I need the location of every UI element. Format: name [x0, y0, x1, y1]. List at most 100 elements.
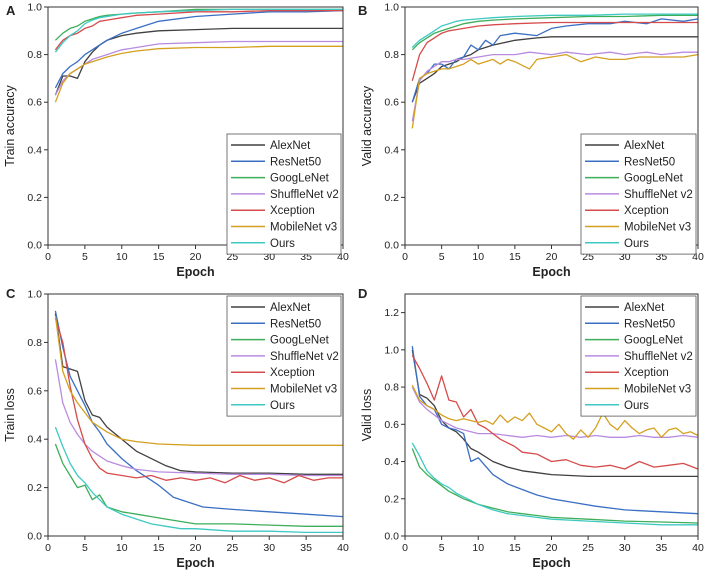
y-tick-label: 0.2 [27, 192, 42, 204]
x-tick-label: 35 [300, 542, 312, 554]
y-axis-label: Valid accuracy [360, 85, 374, 166]
legend-entry: MobileNet v3 [624, 222, 691, 234]
y-tick-label: 0.4 [27, 434, 42, 446]
x-tick-label: 20 [190, 251, 202, 263]
x-tick-label: 5 [439, 542, 445, 554]
legend-entry: GoogLeNet [270, 335, 330, 347]
series-line-mobilenet-v3 [54, 315, 343, 446]
panel-label: A [6, 3, 16, 18]
legend-entry: Ours [624, 400, 649, 412]
y-tick-label: 0.6 [27, 97, 42, 109]
legend-entry: AlexNet [270, 302, 311, 314]
legend: AlexNet ResNet50 GoogLeNet ShuffleNet v2 Xce… [580, 295, 697, 417]
y-tick-label: 0.2 [384, 493, 399, 505]
series-line-shufflenet-v2 [411, 51, 698, 122]
x-tick-label: 30 [263, 542, 275, 554]
panel-c: 0 5 10 15 20 25 30 35 40 0.0 0.2 0.4 0.6 0.8 1.0 Epoch T… [3, 286, 349, 570]
x-tick-label: 10 [116, 542, 128, 554]
series-line-alexnet [411, 349, 698, 478]
legend-entry: Xception [270, 367, 315, 379]
x-tick-label: 40 [692, 542, 704, 554]
legend: AlexNet ResNet50 GoogLeNet ShuffleNet v2 Xce… [226, 133, 342, 255]
series-line-alexnet [411, 36, 698, 103]
x-axis-label: Epoch [176, 265, 214, 279]
x-tick-label: 30 [263, 251, 275, 263]
legend-entry: Xception [624, 367, 669, 379]
series-line-resnet50 [54, 9, 344, 89]
x-tick-label: 25 [227, 542, 239, 554]
x-tick-label: 15 [509, 542, 521, 554]
x-tick-label: 15 [509, 251, 521, 263]
x-tick-label: 0 [45, 251, 51, 263]
y-tick-label: 1.0 [384, 344, 399, 356]
series-line-alexnet [54, 313, 343, 475]
legend: AlexNet ResNet50 GoogLeNet ShuffleNet v2 Xce… [580, 133, 697, 255]
legend-entry: ResNet50 [270, 156, 321, 168]
panel-label: D [358, 286, 367, 301]
x-tick-label: 5 [82, 542, 88, 554]
series-line-ours [54, 426, 343, 534]
legend-entry: Ours [270, 400, 295, 412]
panel-label: C [6, 286, 16, 301]
y-tick-label: 0.8 [384, 49, 399, 61]
x-tick-label: 25 [227, 251, 239, 263]
y-tick-label: 0.0 [384, 240, 399, 252]
y-axis-label: Train loss [3, 388, 17, 442]
legend-entry: GoogLeNet [624, 335, 684, 347]
y-tick-label: 0.8 [384, 382, 399, 394]
panel-d: 0 5 10 15 20 25 30 35 40 0.0 0.2 0.4 0.6 0.8 1.0 1.2 Epo… [358, 286, 704, 570]
series-line-xception [411, 21, 698, 81]
y-axis-label: Train accuracy [3, 85, 17, 167]
y-tick-label: 0.2 [27, 482, 42, 494]
y-tick-label: 0.0 [27, 240, 42, 252]
x-tick-label: 15 [153, 542, 165, 554]
x-axis-label: Epoch [532, 265, 570, 279]
series-line-xception [411, 355, 699, 470]
x-tick-label: 10 [472, 542, 484, 554]
legend-entry: ResNet50 [624, 156, 675, 168]
series-line-googlenet [411, 14, 698, 51]
y-tick-label: 0.4 [27, 144, 42, 156]
x-tick-label: 20 [546, 542, 558, 554]
legend-entry: Xception [624, 205, 669, 217]
legend-entry: ResNet50 [270, 318, 321, 330]
y-tick-label: 0.0 [384, 531, 399, 543]
x-tick-label: 35 [300, 251, 312, 263]
legend-entry: Xception [270, 205, 315, 217]
series-line-ours [54, 8, 343, 53]
y-tick-label: 0.2 [384, 192, 399, 204]
series-line-googlenet [411, 448, 699, 524]
x-tick-label: 40 [692, 251, 704, 263]
series-line-shufflenet-v2 [54, 359, 343, 477]
legend-entry: MobileNet v3 [270, 222, 337, 234]
legend-entry: AlexNet [270, 140, 311, 152]
series-line-mobilenet-v3 [54, 45, 343, 103]
series-line-alexnet [54, 27, 343, 96]
x-tick-label: 0 [45, 542, 51, 554]
x-tick-label: 25 [582, 542, 594, 554]
legend-entry: ShuffleNet v2 [270, 351, 339, 363]
series-line-mobilenet-v3 [411, 384, 699, 440]
x-tick-label: 35 [656, 251, 668, 263]
y-tick-label: 0.0 [27, 531, 42, 543]
y-tick-label: 0.4 [384, 144, 399, 156]
y-tick-label: 0.8 [27, 49, 42, 61]
series-line-googlenet [54, 8, 343, 41]
legend-entry: ShuffleNet v2 [624, 351, 693, 363]
legend-entry: Ours [624, 238, 649, 250]
y-tick-label: 0.4 [384, 456, 399, 468]
y-tick-label: 1.0 [27, 289, 42, 301]
y-tick-label: 0.6 [27, 385, 42, 397]
x-tick-label: 5 [439, 251, 445, 263]
y-tick-label: 1.0 [384, 2, 399, 14]
series-line-xception [54, 9, 343, 51]
x-tick-label: 25 [582, 251, 594, 263]
legend-entry: GoogLeNet [270, 173, 330, 185]
legend-entry: Ours [270, 238, 295, 250]
series-line-mobilenet-v3 [411, 53, 699, 129]
x-tick-label: 35 [656, 542, 668, 554]
x-tick-label: 5 [82, 251, 88, 263]
x-tick-label: 0 [402, 251, 408, 263]
y-tick-label: 0.6 [384, 419, 399, 431]
x-tick-label: 30 [619, 251, 631, 263]
